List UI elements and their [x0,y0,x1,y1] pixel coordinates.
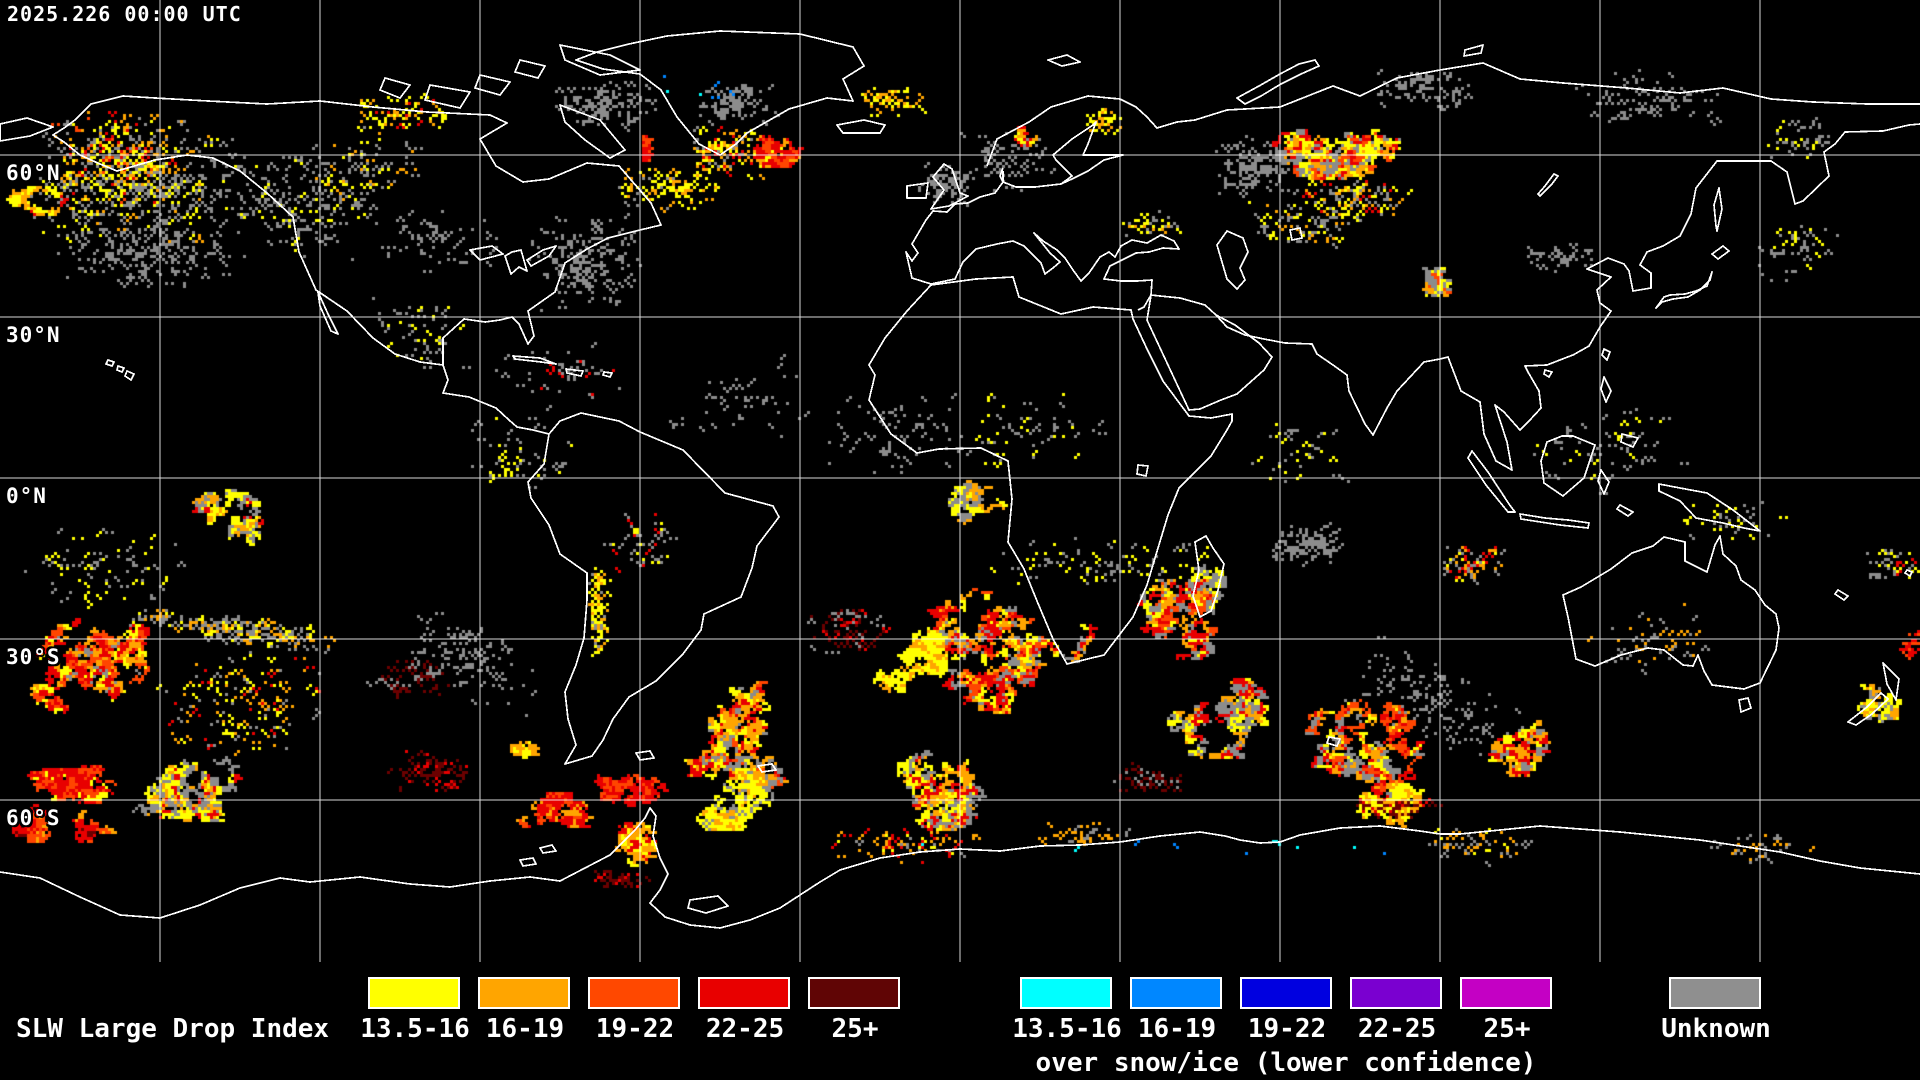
legend-swatch-snow_ice-2225 [1350,977,1442,1009]
coast-south-asia [1215,123,1920,471]
coast-australia [1562,535,1780,690]
coast-sumatra [1467,450,1516,513]
coast-falklands [635,750,655,761]
coast-arctic-isl-1 [474,74,511,96]
coast-south-georgia [757,763,777,773]
coast-mindanao [1620,433,1639,448]
coast-cuba [512,355,557,365]
legend-swatch-standard-2225 [698,977,790,1009]
coast-nz-south [1847,692,1889,726]
legend-label-snow_ice-2225: 22-25 [1357,1014,1437,1044]
coast-hainan [1543,369,1553,378]
coast-banks-island [379,77,411,99]
lake-michigan-huron [504,249,528,275]
coast-victoria-island [424,84,471,109]
coast-honshu [1655,271,1713,309]
coast-java [1519,513,1590,529]
coast-hokkaido [1711,245,1730,260]
legend-label-standard-25+: 25+ [831,1014,879,1044]
legend-swatch-snow_ice-1619 [1130,977,1222,1009]
coast-sulawesi [1597,469,1610,495]
coast-severnaya-zemlya [1463,44,1484,57]
coast-baffin [559,104,626,159]
legend-swatch-snow_ice-25+ [1460,977,1552,1009]
coast-baltic [1002,121,1124,188]
coast-hawaii-1 [105,359,115,367]
coast-north-america [52,95,662,366]
legend-label-standard-2225: 22-25 [705,1014,785,1044]
legend-swatch-standard-1922 [588,977,680,1009]
coast-new-caledonia [1834,589,1849,601]
coast-iceland [836,119,886,134]
lat-label-30s: 30°S [6,645,61,669]
coast-sakhalin [1713,187,1723,232]
coast-kerguelen [1326,736,1341,747]
coast-baja [317,291,339,335]
lake-superior [469,245,504,261]
graticule [0,0,1920,962]
lat-label-60s: 60°S [6,806,61,830]
legend-label-snow_ice-1922: 19-22 [1247,1014,1327,1044]
coast-ireland [906,182,929,199]
lat-label-0n: 0°N [6,484,47,508]
coast-scandinavia-arctic [986,62,1920,167]
coast-timor [1616,504,1634,517]
lake-baikal [1537,173,1559,197]
legend-label-unknown-Unknown: Unknown [1661,1014,1771,1044]
coast-peninsula-isl-1 [539,844,557,854]
timestamp: 2025.226 00:00 UTC [7,2,242,26]
coast-berkner [687,895,729,914]
coast-luzon [1600,376,1612,403]
coast-peninsula-isl-2 [519,857,537,867]
coast-fiji [1904,569,1913,577]
coast-chukotka [0,117,54,142]
legend-label-standard-1619: 16-19 [485,1014,565,1044]
coast-tasmania [1738,697,1752,713]
legend-title: SLW Large Drop Index [16,1014,330,1044]
legend-label-snow_ice-13.516: 13.5-16 [1012,1014,1122,1044]
legend-label-snow_ice-1619: 16-19 [1137,1014,1217,1044]
coast-south-america [527,412,780,765]
legend-swatch-standard-13.516 [368,977,460,1009]
coast-borneo [1540,435,1596,497]
coast-aral [1289,227,1303,241]
coast-africa [868,276,1233,665]
legend-swatch-snow_ice-13.516 [1020,977,1112,1009]
coast-arabia [1146,294,1273,411]
lake-erie-ontario [526,245,557,267]
legend-label-standard-1922: 19-22 [595,1014,675,1044]
coast-central-america [442,364,550,435]
coast-caspian [1216,230,1249,290]
coast-west-europe [905,167,1180,311]
coast-nz-north [1882,662,1900,701]
coast-taiwan [1601,348,1611,361]
coast-novaya-zemlya [1236,59,1320,105]
coast-uk [930,163,969,210]
coast-madagascar [1192,535,1225,618]
coastlines [0,30,1920,929]
lake-victoria [1136,464,1149,477]
lat-label-60n: 60°N [6,161,61,185]
coast-arctic-isl-2 [514,59,546,79]
legend-swatch-unknown-Unknown [1669,977,1761,1009]
legend-swatch-standard-25+ [808,977,900,1009]
coast-greenland [575,30,865,156]
legend-swatch-snow_ice-1922 [1240,977,1332,1009]
legend-subtitle: over snow/ice (lower confidence) [1035,1048,1537,1078]
coast-ellesmere [559,44,641,76]
coast-svalbard [1047,54,1081,67]
legend-label-snow_ice-25+: 25+ [1483,1014,1531,1044]
coast-puerto-rico [602,371,613,378]
coast-antarctica [0,807,1920,929]
coast-hawaii-2 [116,365,125,373]
legend-label-standard-13.516: 13.5-16 [360,1014,470,1044]
lat-label-30n: 30°N [6,323,61,347]
coast-hispaniola [565,368,584,377]
coast-hawaii-3 [124,370,135,381]
legend-swatch-standard-1619 [478,977,570,1009]
coast-new-guinea [1658,483,1761,532]
